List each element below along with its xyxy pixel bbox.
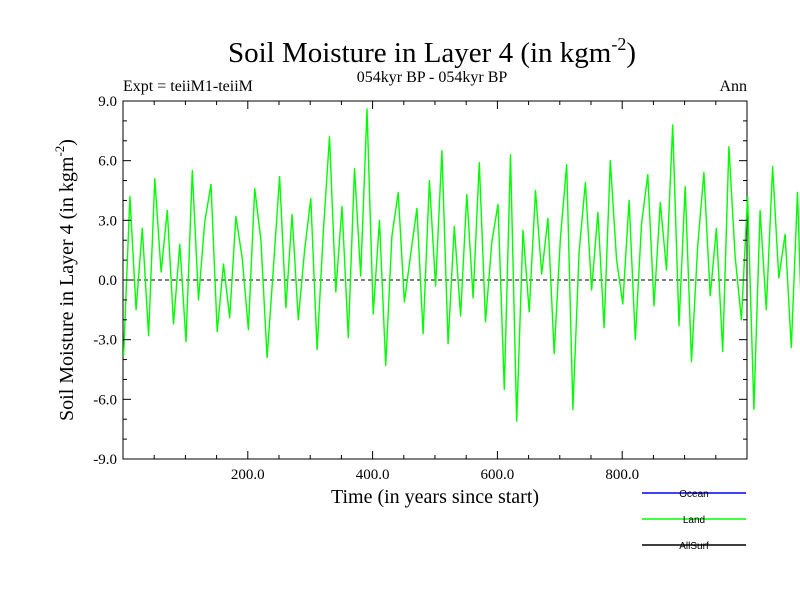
y-tick-label: 6.0 xyxy=(98,154,117,170)
y-axis-label-sup: -2 xyxy=(52,146,67,157)
legend-label-ocean: Ocean xyxy=(679,489,708,500)
y-axis-label: Soil Moisture in Layer 4 (in kgm-2) xyxy=(52,139,78,421)
y-axis: 9.0 6.0 3.0 0.0 -3.0 -6.0 -9.0 xyxy=(93,94,747,468)
chart-title-close: ) xyxy=(626,37,636,69)
x-tick-label: 800.0 xyxy=(605,467,639,483)
y-tick-label: 3.0 xyxy=(98,213,117,229)
y-tick-label: -6.0 xyxy=(93,392,117,408)
y-axis-label-close: ) xyxy=(56,139,78,146)
chart-title-sup: -2 xyxy=(611,34,626,54)
chart-title: Soil Moisture in Layer 4 (in kgm-2) xyxy=(228,34,636,69)
y-axis-label-main: Soil Moisture in Layer 4 (in kgm xyxy=(56,156,78,421)
x-tick-label: 200.0 xyxy=(231,467,265,483)
legend-label-allsurf: AllSurf xyxy=(679,541,709,552)
legend-label-land: Land xyxy=(683,515,705,526)
subtitle-center: 054kyr BP - 054kyr BP xyxy=(357,69,508,86)
x-axis-label: Time (in years since start) xyxy=(331,486,539,508)
legend: Ocean Land AllSurf xyxy=(642,489,746,552)
y-tick-label: -3.0 xyxy=(93,333,117,349)
subtitle-left: Expt = teiiM1-teiiM xyxy=(123,78,253,95)
chart-title-main: Soil Moisture in Layer 4 (in kgm xyxy=(228,37,612,69)
subtitle-right: Ann xyxy=(719,78,747,95)
data-layer xyxy=(122,108,800,422)
y-tick-label: 0.0 xyxy=(98,273,117,289)
x-axis: 200.0 400.0 600.0 800.0 xyxy=(153,101,717,483)
plot-area xyxy=(122,100,800,460)
y-tick-label: 9.0 xyxy=(98,94,117,110)
series-line-land xyxy=(122,108,800,422)
y-tick-label: -9.0 xyxy=(93,452,117,468)
x-tick-label: 600.0 xyxy=(481,467,515,483)
x-tick-label: 400.0 xyxy=(356,467,390,483)
